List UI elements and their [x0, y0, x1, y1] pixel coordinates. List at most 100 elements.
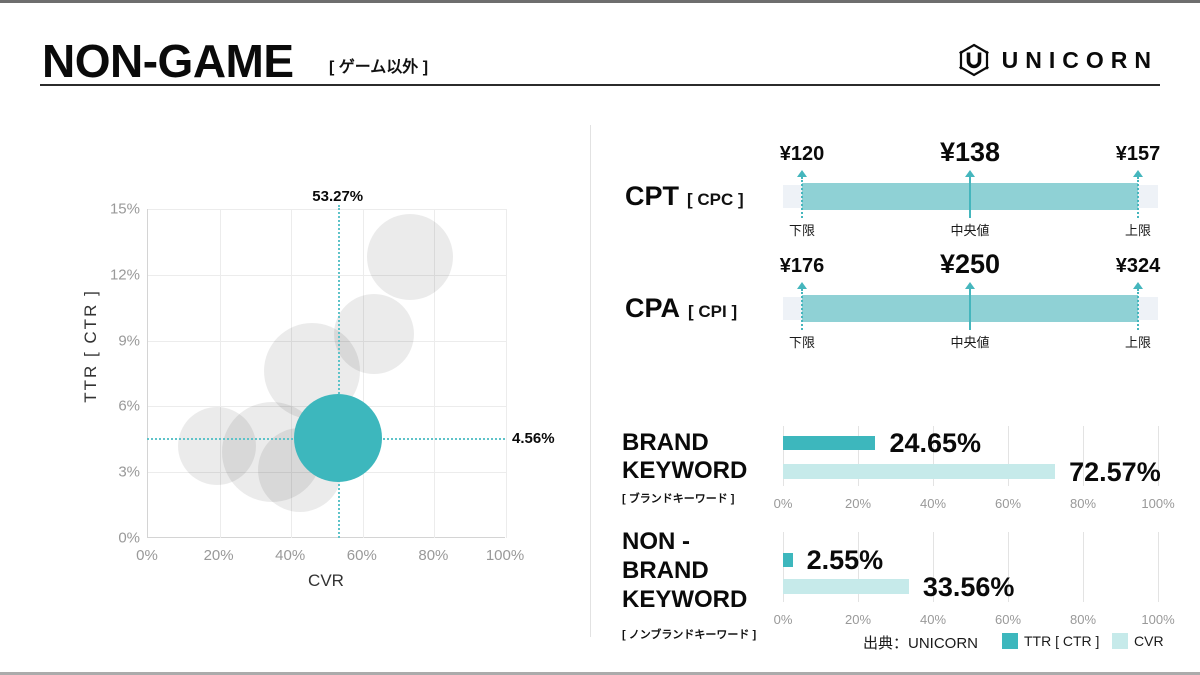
arrow-up-icon: [1133, 282, 1143, 289]
arrow-up-icon: [797, 170, 807, 177]
arrow-up-icon: [965, 282, 975, 289]
arrow-up-icon: [965, 170, 975, 177]
bar-cvr: [783, 464, 1056, 479]
x-tick-label: 100%: [1141, 612, 1175, 627]
gridline: [362, 209, 364, 538]
cpa-title: CPA [ CPI ]: [625, 293, 737, 324]
gridline: [1008, 426, 1009, 486]
gridline: [783, 532, 784, 602]
x-tick-label: 20%: [203, 547, 234, 564]
x-tick-label: 0%: [773, 612, 793, 627]
gridline: [148, 274, 506, 276]
gridline: [1158, 532, 1159, 602]
section-divider: [590, 125, 591, 637]
page-title: NON-GAME: [42, 35, 294, 87]
highlight-y-value: 4.56%: [512, 429, 555, 447]
cpt-upper-label: 上限: [1124, 223, 1152, 238]
x-tick-label: 0%: [136, 547, 158, 564]
cpa-lower-label: 下限: [788, 335, 816, 350]
highlight-bubble: [293, 393, 382, 482]
unicorn-logo: UNICORN: [956, 42, 1158, 78]
legend-swatch-ttr: [1002, 633, 1018, 649]
arrow-up-icon: [797, 282, 807, 289]
source-label: 出典：UNICORN: [863, 635, 978, 652]
data-bubble: [333, 294, 414, 375]
cpa-median-value: ¥250: [939, 249, 1001, 279]
page-subtitle: [ ゲーム以外 ]: [329, 59, 429, 76]
cpt-lower-label: 下限: [788, 223, 816, 238]
y-tick-label: 9%: [118, 332, 140, 350]
x-tick-label: 100%: [485, 547, 525, 564]
bar-value-label: 72.57%: [1069, 456, 1161, 487]
bar-value-label: 24.65%: [889, 428, 982, 458]
gridline: [783, 426, 784, 486]
cpt-upper-value: ¥157: [1115, 143, 1161, 165]
legend-label-cvr: CVR: [1134, 633, 1164, 649]
x-tick-label: 100%: [1141, 496, 1175, 511]
header-divider: [40, 84, 1160, 86]
cpt-lower-value: ¥120: [779, 143, 825, 165]
gridline: [858, 532, 859, 602]
x-tick-label: 80%: [1069, 496, 1097, 511]
cpa-title-sub: [ CPI ]: [688, 302, 738, 321]
x-tick-label: 80%: [1069, 612, 1097, 627]
gridline: [148, 209, 506, 210]
highlight-crosshair-vertical: [337, 205, 340, 538]
unicorn-wordmark: UNICORN: [1001, 46, 1158, 73]
gridline: [1008, 532, 1009, 602]
bar-ttr: [783, 553, 793, 567]
cpa-lower-value: ¥176: [779, 255, 825, 277]
y-tick-label: 12%: [109, 266, 140, 284]
nonbrand-keyword-title: NON - BRAND KEYWORD: [622, 528, 748, 613]
y-tick-label: 15%: [109, 200, 140, 218]
gridline: [291, 209, 293, 538]
legend-swatch-cvr: [1112, 633, 1128, 649]
x-tick-label: 60%: [994, 496, 1022, 511]
x-tick-label: 20%: [844, 496, 872, 511]
cpa-upper-value: ¥324: [1115, 255, 1161, 277]
top-edge-bar: [0, 0, 1200, 3]
y-tick-label: 3%: [118, 463, 140, 481]
cpt-title: CPT [ CPC ]: [625, 181, 744, 212]
gridline: [506, 209, 507, 538]
bar-value-label: 33.56%: [922, 571, 1015, 602]
legend-label-ttr: TTR [ CTR ]: [1024, 633, 1100, 649]
x-tick-label: 80%: [418, 547, 449, 564]
gridline: [1083, 426, 1084, 486]
highlight-x-value: 53.27%: [312, 188, 364, 205]
cpt-title-main: CPT: [625, 181, 679, 211]
bar-cvr: [783, 579, 909, 594]
x-tick-label: 60%: [994, 612, 1022, 627]
gridline: [858, 426, 859, 486]
y-tick-label: 0%: [118, 529, 140, 547]
x-tick-label: 20%: [844, 612, 872, 627]
gridline: [933, 532, 934, 602]
x-axis-title: CVR: [308, 571, 344, 590]
x-tick-label: 40%: [275, 547, 306, 564]
x-tick-label: 40%: [919, 496, 947, 511]
brand-keyword-subtitle: [ ブランドキーワード ]: [622, 493, 735, 505]
cpa-upper-label: 上限: [1124, 335, 1152, 350]
data-bubble: [178, 406, 257, 485]
x-tick-label: 60%: [346, 547, 377, 564]
gridline: [933, 426, 934, 486]
bar-ttr: [783, 436, 876, 450]
data-bubble: [367, 214, 454, 301]
x-tick-label: 0%: [773, 496, 793, 511]
unicorn-hexagon-icon: [958, 43, 989, 77]
y-tick-label: 6%: [118, 397, 140, 415]
brand-keyword-title: BRAND KEYWORD: [622, 429, 748, 484]
bar-value-label: 2.55%: [806, 545, 884, 575]
gridline: [148, 340, 506, 342]
cpt-median-value: ¥138: [939, 137, 1001, 167]
gridline: [1083, 532, 1084, 602]
x-tick-label: 40%: [919, 612, 947, 627]
cpa-median-label: 中央値: [950, 335, 990, 350]
cpt-title-sub: [ CPC ]: [687, 190, 744, 209]
cpt-median-label: 中央値: [950, 223, 990, 238]
nonbrand-keyword-subtitle: [ ノンブランドキーワード ]: [622, 629, 757, 641]
gridline: [434, 209, 436, 538]
gridline: [219, 209, 221, 538]
arrow-up-icon: [1133, 170, 1143, 177]
